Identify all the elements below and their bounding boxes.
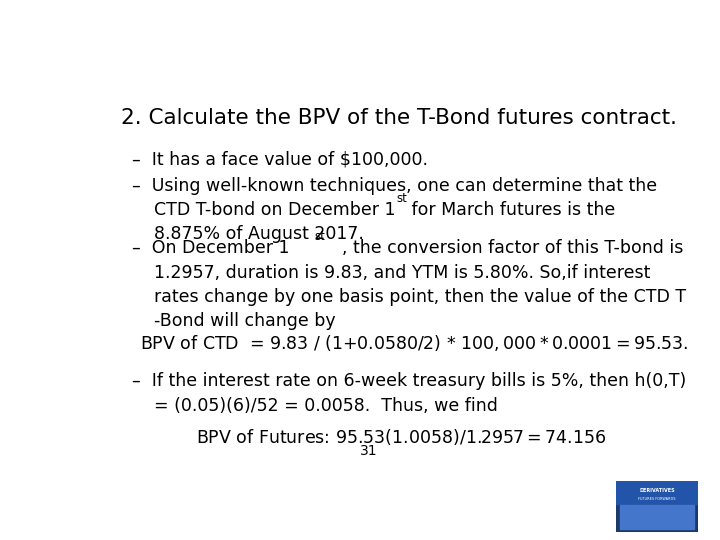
Text: CTD T-bond on December 1: CTD T-bond on December 1 <box>132 201 395 219</box>
Text: for March futures is the: for March futures is the <box>405 201 615 219</box>
Text: -Bond will change by: -Bond will change by <box>132 312 336 330</box>
Text: BPV of CTD  = 9.83 / (1+0.0580/2) * $100,000 * 0.0001 = $95.53.: BPV of CTD = 9.83 / (1+0.0580/2) * $100,… <box>140 333 689 353</box>
Text: st: st <box>314 230 325 244</box>
Text: BPV of Futures: $95.53(1.0058) / 1.2957 = $74.156: BPV of Futures: $95.53(1.0058) / 1.2957 … <box>196 427 606 447</box>
Text: 8.875% of August 2017.: 8.875% of August 2017. <box>132 225 364 244</box>
Text: = (0.05)(6)/52 = 0.0058.  Thus, we find: = (0.05)(6)/52 = 0.0058. Thus, we find <box>132 396 498 415</box>
Text: FUTURES FORWARDS: FUTURES FORWARDS <box>638 497 676 501</box>
Bar <box>616 481 698 504</box>
Text: –  If the interest rate on 6-week treasury bills is 5%, then h(0,T): – If the interest rate on 6-week treasur… <box>132 373 686 390</box>
Text: 2. Calculate the BPV of the T-Bond futures contract.: 2. Calculate the BPV of the T-Bond futur… <box>121 109 677 129</box>
Text: DERIVATIVES: DERIVATIVES <box>639 488 675 494</box>
Text: –  Using well-known techniques, one can determine that the: – Using well-known techniques, one can d… <box>132 177 657 195</box>
Text: –  On December 1: – On December 1 <box>132 239 289 258</box>
Text: rates change by one basis point, then the value of the CTD T: rates change by one basis point, then th… <box>132 288 686 306</box>
Bar <box>620 505 694 529</box>
Text: 1.2957, duration is 9.83, and YTM is 5.80%. So,if interest: 1.2957, duration is 9.83, and YTM is 5.8… <box>132 264 650 281</box>
Text: , the conversion factor of this T-bond is: , the conversion factor of this T-bond i… <box>342 239 683 258</box>
Text: st: st <box>397 192 408 205</box>
Text: 31: 31 <box>360 444 378 458</box>
Text: –  It has a face value of $100,000.: – It has a face value of $100,000. <box>132 150 428 168</box>
